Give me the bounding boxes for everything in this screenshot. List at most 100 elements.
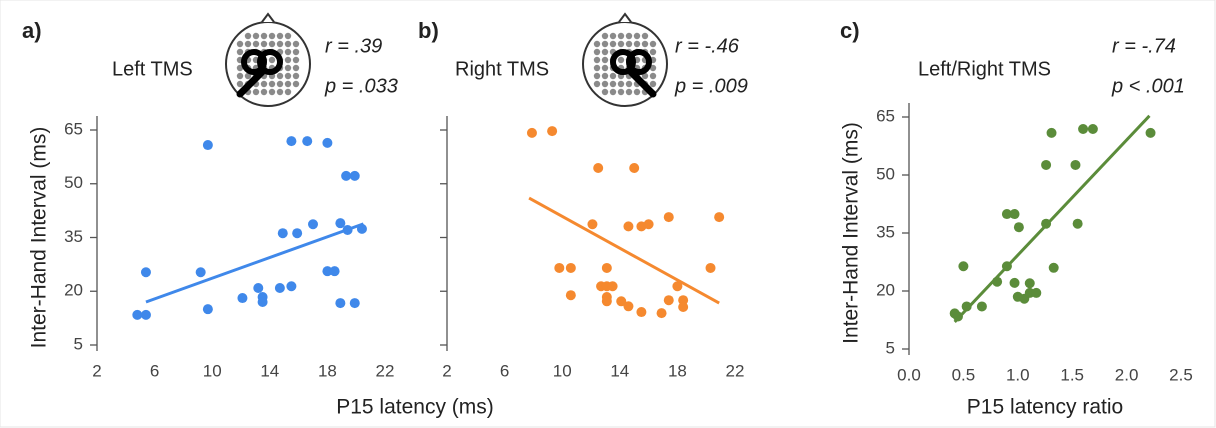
data-point: [1087, 123, 1098, 134]
electrode: [633, 32, 641, 40]
electrode: [292, 40, 300, 48]
electrode: [260, 88, 268, 96]
x-tick-label: 10: [553, 361, 572, 380]
electrode: [649, 80, 657, 88]
coil: [610, 49, 636, 75]
electrode: [609, 40, 617, 48]
electrode: [292, 64, 300, 72]
coil-handle: [236, 68, 266, 98]
annotation: p < .001: [1111, 75, 1185, 97]
data-point: [286, 281, 297, 292]
trend-line: [145, 222, 364, 304]
condition-title: Right TMS: [455, 58, 549, 80]
data-point: [302, 136, 313, 147]
data-point: [587, 219, 598, 230]
electrode: [284, 88, 292, 96]
electrode: [609, 72, 617, 80]
coil: [626, 49, 652, 75]
electrode: [601, 88, 609, 96]
electrode: [252, 88, 260, 96]
y-tick-label: 5: [74, 334, 83, 353]
electrode: [641, 72, 649, 80]
y-tick-label: 20: [64, 281, 83, 300]
x-tick-label: 2.5: [1169, 365, 1193, 384]
x-tick-label: 2: [92, 361, 101, 380]
data-point: [656, 308, 667, 319]
data-point: [1070, 159, 1081, 170]
data-point: [286, 136, 297, 147]
data-point: [663, 295, 674, 306]
panel-label: c): [840, 18, 860, 43]
y-tick-label: 35: [876, 222, 895, 241]
annotation: r = -.74: [1112, 35, 1176, 57]
electrode: [276, 88, 284, 96]
electrode: [649, 48, 657, 56]
data-point: [623, 301, 634, 312]
data-point: [140, 267, 151, 278]
data-point: [132, 309, 143, 320]
data-point: [678, 302, 689, 313]
data-point: [292, 228, 303, 239]
data-point: [349, 298, 360, 309]
data-point: [202, 140, 213, 151]
electrode: [617, 32, 625, 40]
data-point: [961, 301, 972, 312]
electrode: [617, 40, 625, 48]
electrode: [292, 72, 300, 80]
x-tick-label: 14: [610, 361, 629, 380]
electrode: [236, 40, 244, 48]
annotation: r = .39: [325, 35, 382, 57]
data-point: [643, 219, 654, 230]
x-tick-label: 2.0: [1115, 365, 1139, 384]
data-point: [308, 219, 318, 230]
electrode: [268, 56, 276, 64]
electrode: [292, 56, 300, 64]
panel-label: b): [418, 18, 439, 43]
electrode: [276, 40, 284, 48]
annotation: p = .033: [324, 75, 398, 97]
y-tick-label: 35: [64, 227, 83, 246]
data-point: [253, 283, 264, 294]
annotation: p = .009: [674, 75, 748, 97]
electrode: [236, 64, 244, 72]
data-point: [636, 307, 647, 318]
data-point: [601, 262, 612, 273]
data-point: [1046, 127, 1057, 138]
data-point: [202, 304, 213, 315]
electrode: [244, 32, 252, 40]
data-point: [616, 296, 627, 307]
x-tick-label: 18: [318, 361, 337, 380]
data-point: [629, 162, 640, 173]
condition-title: Left/Right TMS: [918, 58, 1051, 80]
x-tick-label: 6: [500, 361, 509, 380]
electrode: [633, 88, 641, 96]
x-tick-label: 0.5: [952, 365, 976, 384]
y-tick-label: 65: [876, 106, 895, 125]
data-point: [1145, 127, 1156, 138]
data-point: [322, 137, 333, 148]
electrode: [633, 40, 641, 48]
electrode: [593, 56, 601, 64]
x-tick-label: 14: [260, 361, 279, 380]
electrode: [593, 48, 601, 56]
data-point: [593, 162, 604, 173]
data-point: [601, 296, 612, 307]
data-point: [1048, 262, 1059, 273]
head-icon-left: [225, 12, 311, 107]
x-tick-label: 22: [376, 361, 395, 380]
electrode: [252, 32, 260, 40]
electrode: [641, 32, 649, 40]
data-point: [341, 170, 352, 181]
electrode: [625, 80, 633, 88]
y-axis-label: Inter-Hand Interval (ms): [840, 122, 863, 344]
electrode: [284, 40, 292, 48]
electrode: [284, 56, 292, 64]
electrode: [609, 32, 617, 40]
data-point: [140, 309, 151, 320]
data-point: [257, 297, 268, 307]
electrode: [284, 32, 292, 40]
electrode: [609, 88, 617, 96]
data-point: [322, 266, 333, 277]
electrode: [649, 72, 657, 80]
